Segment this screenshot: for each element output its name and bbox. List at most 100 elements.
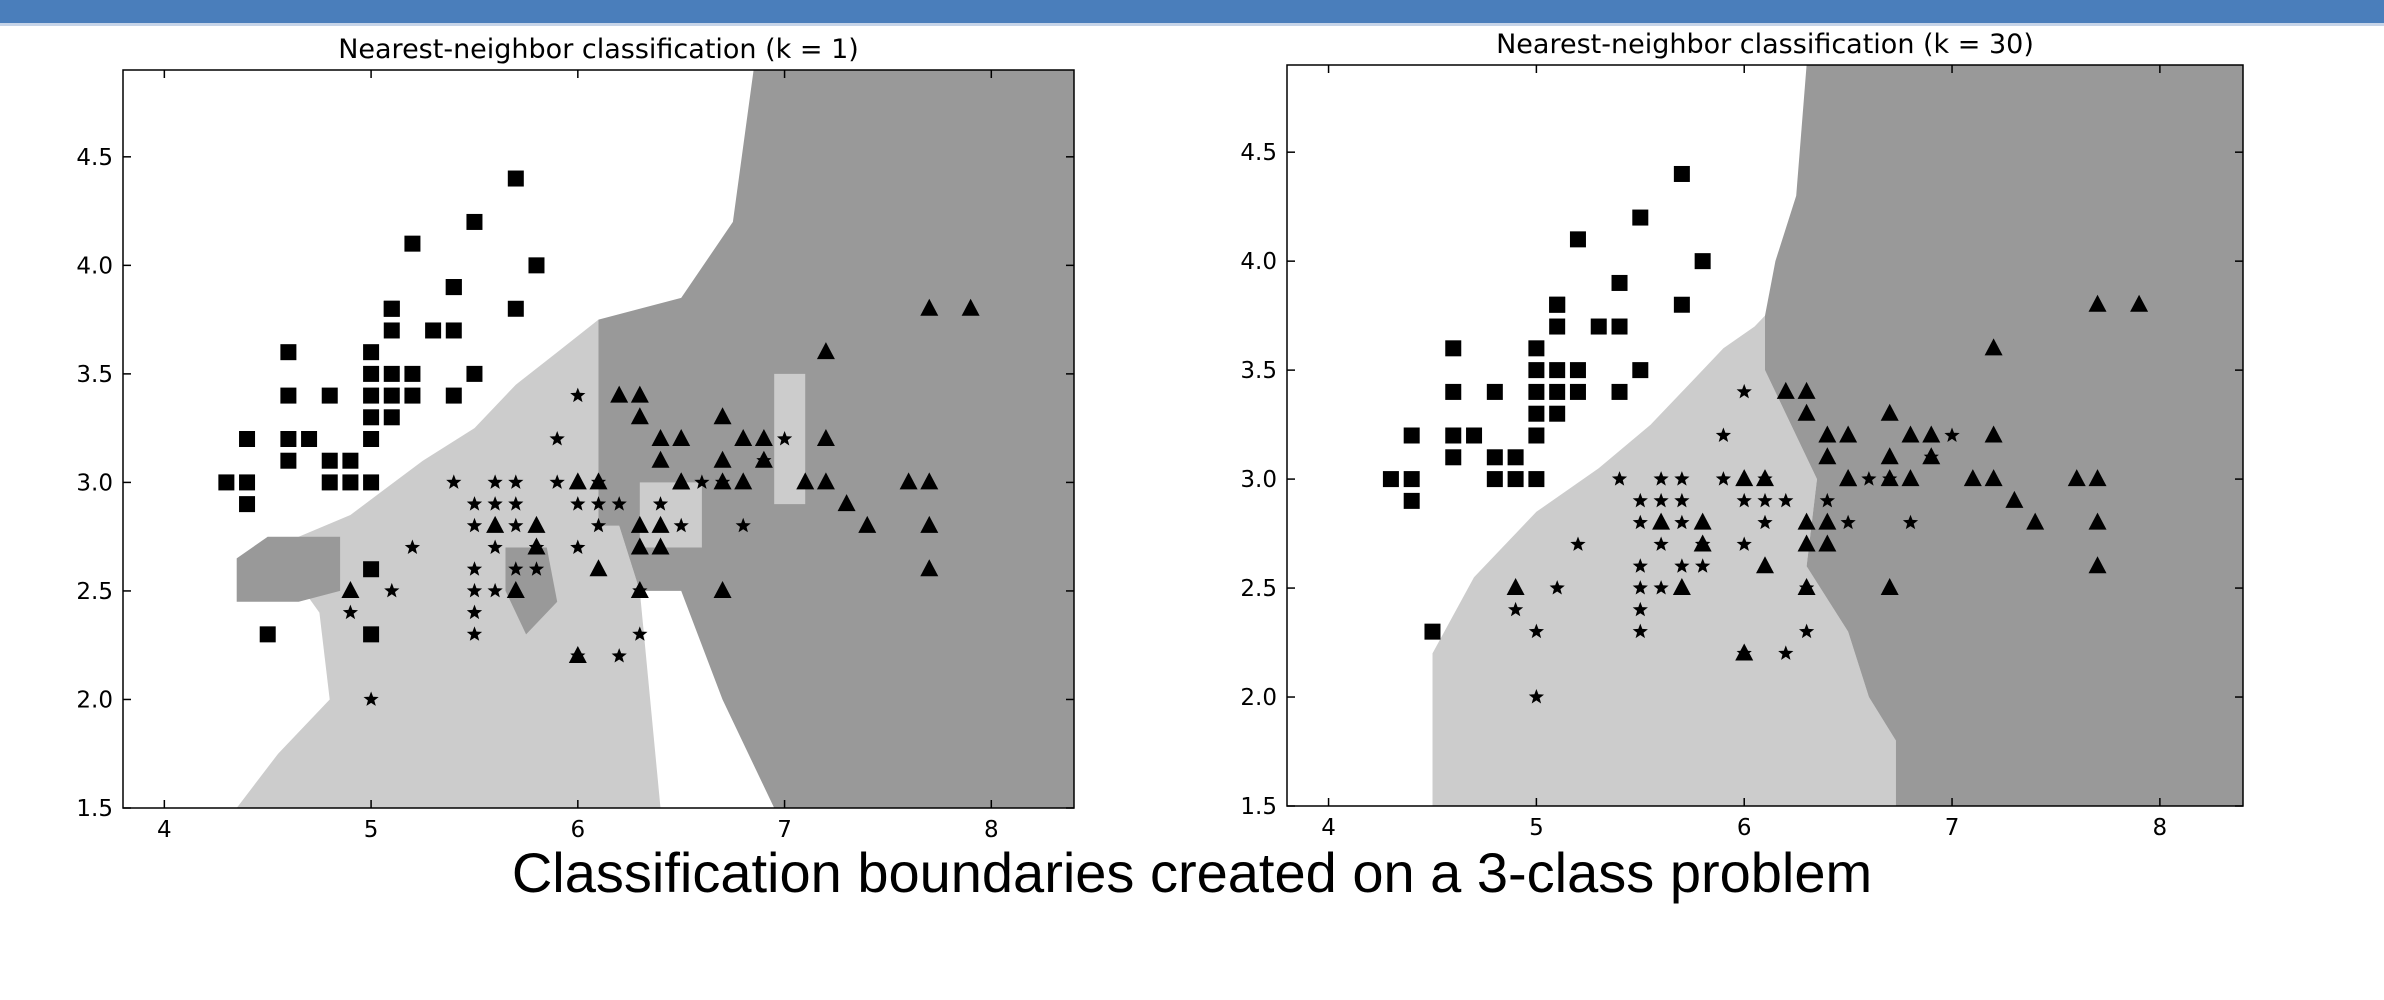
x-tick-label: 7 [777, 817, 792, 840]
point-triangle [568, 472, 587, 490]
point-square [1528, 405, 1545, 422]
point-square [1673, 296, 1690, 313]
point-square [363, 561, 380, 578]
point-square [1507, 471, 1524, 488]
point-triangle [1818, 425, 1837, 443]
point-square [321, 452, 338, 469]
point-square [1694, 253, 1711, 270]
point-square [342, 474, 359, 491]
point-triangle [713, 472, 732, 490]
point-star [777, 431, 793, 446]
region-triangle [1765, 65, 2243, 806]
point-triangle [589, 559, 608, 577]
point-triangle [961, 298, 980, 316]
x-tick-label: 6 [1737, 815, 1752, 840]
point-square [1445, 427, 1462, 444]
point-square [280, 344, 297, 361]
point-star [466, 604, 483, 620]
point-square [445, 387, 462, 404]
point-square [404, 387, 421, 404]
point-star [1528, 689, 1544, 704]
point-triangle [920, 515, 939, 533]
point-triangle [2067, 469, 2086, 487]
point-triangle [1652, 512, 1671, 530]
point-square [1549, 318, 1566, 335]
point-triangle [1880, 403, 1899, 421]
y-tick-label: 3.0 [76, 470, 113, 496]
point-triangle [506, 580, 525, 598]
point-star [632, 626, 648, 641]
point-triangle [630, 407, 649, 425]
region-square [123, 70, 754, 808]
point-square [1611, 383, 1628, 400]
point-triangle [630, 385, 649, 403]
point-triangle [1797, 534, 1816, 552]
point-triangle [527, 515, 546, 533]
point-triangle [713, 407, 732, 425]
chart-k1: Nearest-neighbor classification (k = 1) 4… [76, 34, 1075, 840]
point-square [1611, 274, 1628, 291]
point-star [1632, 558, 1648, 573]
point-triangle [630, 580, 649, 598]
point-square [1486, 449, 1503, 466]
point-star [1799, 623, 1815, 639]
y-tick-label: 4.0 [76, 253, 113, 279]
point-triangle [858, 515, 877, 533]
point-triangle [1776, 381, 1795, 399]
point-square [1403, 471, 1420, 488]
plot-frame [1286, 64, 2244, 807]
point-star [1653, 536, 1669, 551]
point-triangle [651, 515, 670, 533]
point-square [1569, 231, 1586, 248]
point-square [1549, 362, 1566, 379]
point-triangle [1901, 425, 1920, 443]
point-triangle [899, 472, 918, 490]
point-triangle [672, 472, 691, 490]
point-square [239, 496, 256, 513]
point-triangle [2088, 556, 2107, 574]
y-tick-label: 4.5 [1240, 140, 1277, 166]
point-star [508, 517, 524, 533]
point-square [383, 322, 400, 339]
slide-header-bar [0, 0, 2384, 23]
point-star [508, 474, 524, 489]
point-square [1549, 405, 1566, 422]
point-square [280, 452, 297, 469]
point-triangle [630, 537, 649, 555]
point-triangle [713, 450, 732, 468]
y-tick-label: 1.5 [1240, 794, 1277, 820]
point-triangle [1839, 425, 1858, 443]
point-square [404, 365, 421, 382]
point-triangle [734, 472, 753, 490]
y-tick-label: 3.0 [1240, 467, 1277, 493]
point-star [487, 474, 503, 489]
slide-header-divider [0, 23, 2384, 26]
slide-caption: Classification boundaries created on a 3… [511, 841, 1873, 904]
x-tick-label: 4 [157, 817, 172, 840]
charts-canvas: Nearest-neighbor classification (k = 1) 4… [76, 29, 2244, 840]
point-square [466, 365, 483, 382]
y-tick-label: 4.5 [76, 145, 113, 171]
point-triangle [1506, 578, 1525, 596]
point-square [1486, 383, 1503, 400]
x-tick-label: 8 [984, 817, 999, 840]
point-triangle [713, 580, 732, 598]
point-square [321, 387, 338, 404]
point-star [1715, 427, 1731, 442]
region-star [164, 319, 661, 808]
point-square [1569, 362, 1586, 379]
point-star [342, 604, 358, 620]
point-star [1715, 471, 1731, 486]
region-star [639, 482, 702, 548]
region-triangle [598, 70, 1074, 808]
point-triangle [1880, 447, 1899, 465]
chart-title: Nearest-neighbor classification (k = 1) [338, 34, 859, 65]
point-square [445, 322, 462, 339]
point-star [1674, 492, 1690, 508]
point-star [1632, 601, 1648, 617]
point-star [570, 539, 586, 554]
point-star [528, 561, 545, 576]
point-star [363, 691, 379, 706]
point-star [487, 496, 503, 511]
decision-regions [1287, 65, 2243, 806]
